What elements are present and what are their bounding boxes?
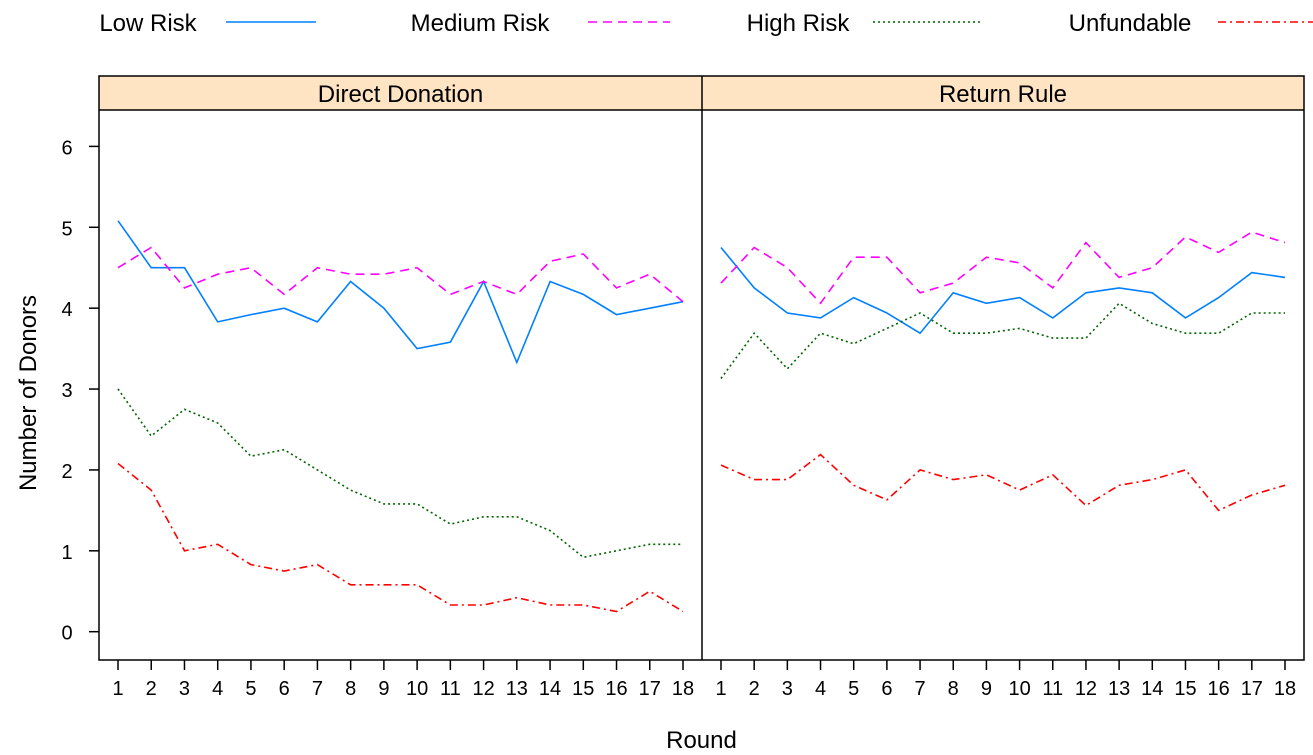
x-tick-label: 12 [472, 678, 494, 700]
y-tick-label: 0 [61, 623, 72, 645]
series-line-unfundable [117, 462, 684, 613]
y-axis: 0 1 2 3 4 5 6 [61, 137, 99, 645]
x-tick-label: 3 [782, 678, 793, 700]
x-tick-label: 16 [605, 678, 627, 700]
plot-lines [720, 231, 1286, 512]
y-tick-label: 3 [61, 380, 72, 402]
x-tick-label: 9 [378, 678, 389, 700]
x-tick-label: 13 [506, 678, 528, 700]
series-line-low-risk [720, 246, 1286, 335]
panel-title: Return Rule [939, 81, 1067, 108]
series-line-high-risk [117, 388, 683, 559]
x-tick-label: 7 [312, 678, 323, 700]
x-tick-label: 11 [1042, 678, 1063, 700]
x-tick-label: 2 [146, 678, 157, 700]
x-tick-label: 6 [881, 678, 892, 700]
x-tick-label: 14 [539, 678, 561, 700]
y-tick-label: 4 [61, 299, 72, 321]
series-line-unfundable [720, 453, 1286, 512]
x-axis-label: Round [666, 727, 737, 754]
y-tick-label: 1 [61, 542, 72, 564]
legend-label: Unfundable [1069, 10, 1192, 37]
x-tick-label: 15 [1174, 678, 1196, 700]
x-tick-label: 15 [572, 678, 594, 700]
panel-direct-donation: Direct Donation [99, 76, 702, 613]
x-tick-label: 1 [112, 678, 123, 700]
panel-strip [99, 76, 702, 110]
series-line-medium-risk [117, 246, 684, 303]
y-tick-label: 6 [61, 137, 72, 159]
x-tick-label: 7 [914, 678, 925, 700]
legend: Low Risk Medium Risk High Risk Unfundable [99, 10, 1313, 37]
x-axis: 1 2 3 4 5 6 7 8 9 10 11 12 13 14 15 16 17 18 1 2 3 4 5 6 7 8 9 10 11… [112, 660, 1296, 700]
panel-return-rule: Return Rule [702, 76, 1304, 512]
series-line-high-risk [720, 302, 1285, 379]
legend-label: High Risk [747, 10, 851, 37]
x-tick-label: 6 [279, 678, 290, 700]
series-line-medium-risk [720, 231, 1286, 305]
x-tick-label: 9 [981, 678, 992, 700]
panel-strip [702, 76, 1304, 110]
x-tick-label: 17 [1241, 678, 1263, 700]
plot-lines [117, 220, 684, 613]
panel-title: Direct Donation [318, 81, 483, 108]
x-tick-label: 14 [1141, 678, 1163, 700]
series-line-low-risk [117, 220, 684, 365]
x-tick-label: 8 [345, 678, 356, 700]
y-tick-label: 2 [61, 461, 72, 483]
x-tick-label: 12 [1075, 678, 1097, 700]
x-tick-label: 2 [749, 678, 760, 700]
y-axis-label: Number of Donors [15, 295, 42, 491]
legend-label: Low Risk [99, 10, 197, 37]
x-tick-label: 17 [639, 678, 661, 700]
x-tick-label: 4 [212, 678, 223, 700]
x-tick-label: 4 [815, 678, 826, 700]
x-tick-label: 3 [179, 678, 190, 700]
y-tick-label: 5 [61, 218, 72, 240]
x-tick-label: 10 [1008, 678, 1030, 700]
x-tick-label: 8 [948, 678, 959, 700]
x-tick-label: 5 [848, 678, 859, 700]
x-tick-label: 1 [715, 678, 726, 700]
legend-label: Medium Risk [411, 10, 551, 37]
x-tick-label: 11 [440, 678, 461, 700]
x-tick-label: 10 [406, 678, 428, 700]
x-tick-label: 18 [1274, 678, 1296, 700]
x-tick-label: 13 [1108, 678, 1130, 700]
x-tick-label: 5 [245, 678, 256, 700]
x-tick-label: 18 [672, 678, 694, 700]
x-tick-label: 16 [1208, 678, 1230, 700]
